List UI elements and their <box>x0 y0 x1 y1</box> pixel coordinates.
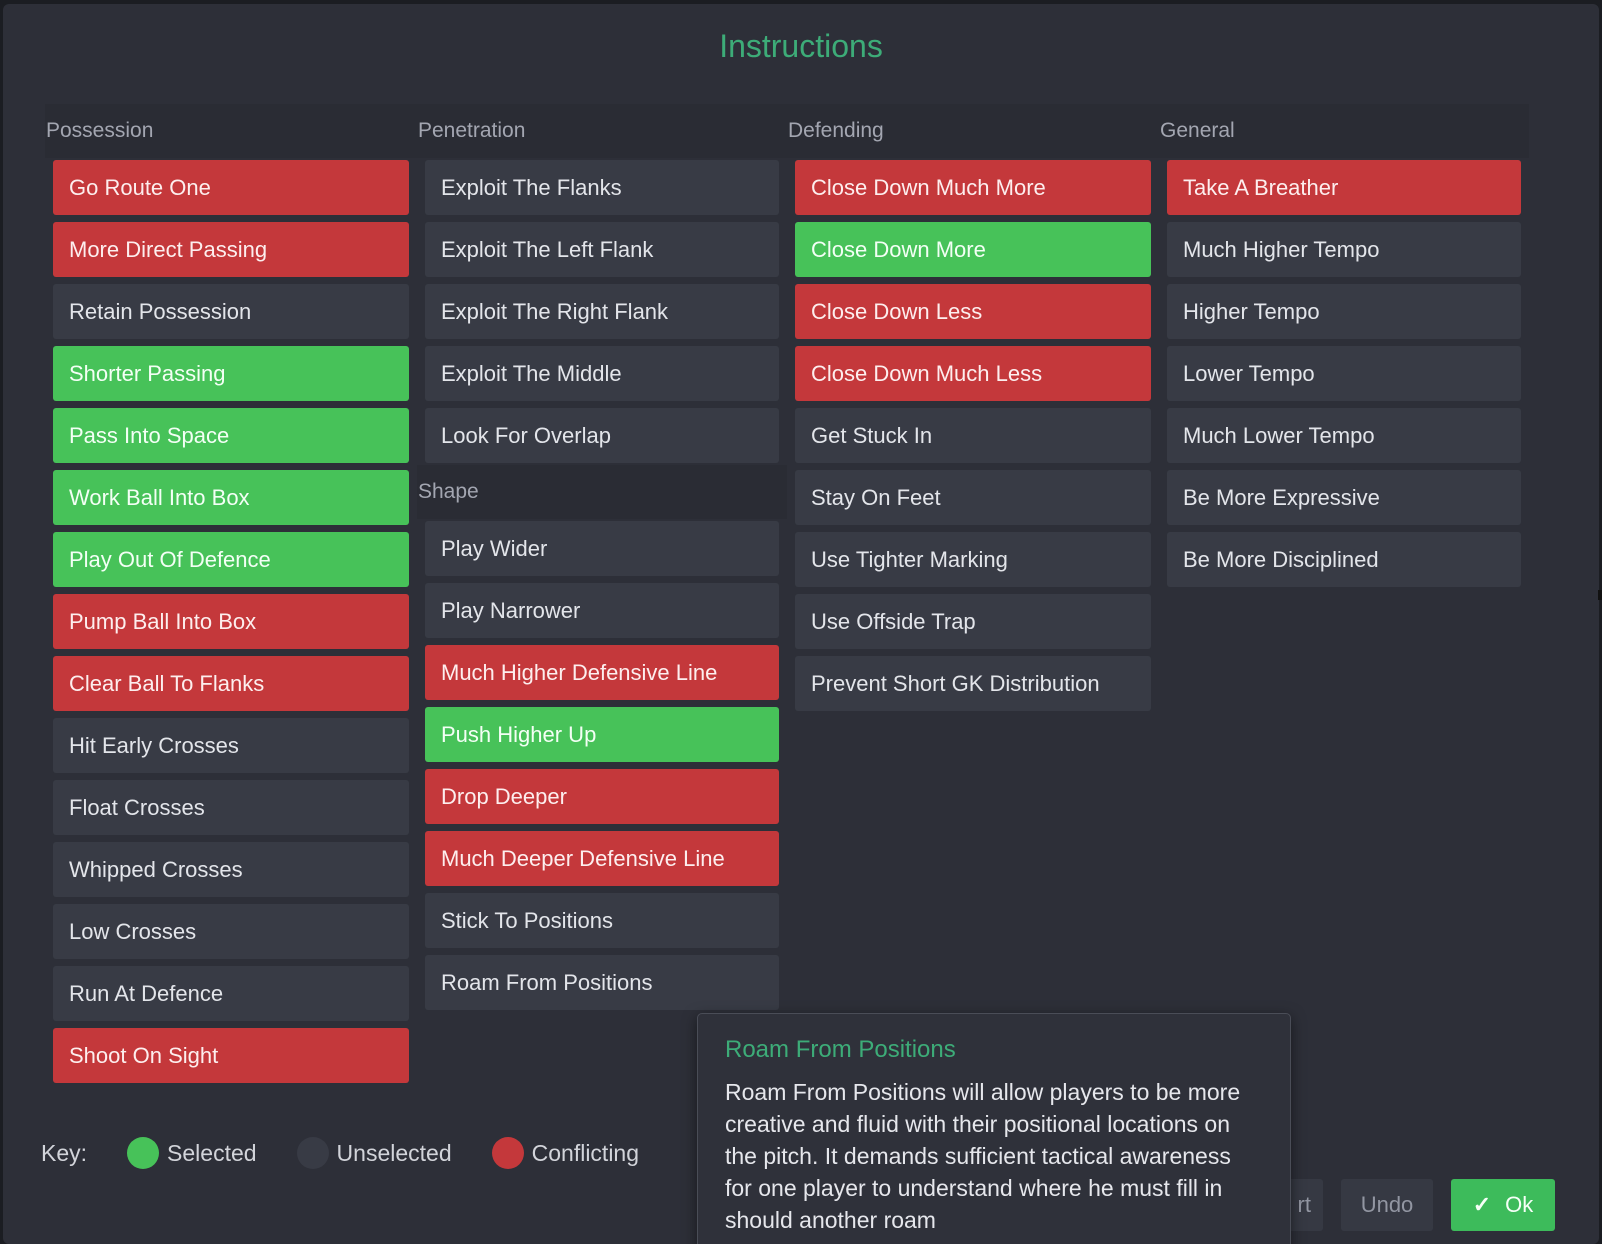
instruction-button-roam-from-positions[interactable]: Roam From Positions <box>425 955 779 1010</box>
instruction-button-look-for-overlap[interactable]: Look For Overlap <box>425 408 779 463</box>
window-edge <box>1598 590 1602 600</box>
shape-list: Play Wider Play Narrower Much Higher Defen… <box>421 521 783 1010</box>
instruction-button-get-stuck-in[interactable]: Get Stuck In <box>795 408 1151 463</box>
defending-column: Defending Close Down Much More Close Down… <box>787 104 1159 711</box>
instruction-button-exploit-the-middle[interactable]: Exploit The Middle <box>425 346 779 401</box>
legend-item-selected: Selected <box>127 1137 257 1169</box>
tooltip-body: Roam From Positions will allow players t… <box>725 1079 1241 1233</box>
instruction-button-close-down-much-more[interactable]: Close Down Much More <box>795 160 1151 215</box>
section-header-penetration: Penetration <box>417 104 787 158</box>
instruction-button-more-direct-passing[interactable]: More Direct Passing <box>53 222 409 277</box>
instruction-button-float-crosses[interactable]: Float Crosses <box>53 780 409 835</box>
instruction-button-play-narrower[interactable]: Play Narrower <box>425 583 779 638</box>
instruction-button-much-higher-tempo[interactable]: Much Higher Tempo <box>1167 222 1521 277</box>
instruction-button-close-down-much-less[interactable]: Close Down Much Less <box>795 346 1151 401</box>
legend-item-unselected: Unselected <box>296 1137 452 1169</box>
undo-button[interactable]: Undo <box>1341 1179 1433 1231</box>
instruction-button-shorter-passing[interactable]: Shorter Passing <box>53 346 409 401</box>
instruction-button-much-higher-defensive-line[interactable]: Much Higher Defensive Line <box>425 645 779 700</box>
instruction-button-whipped-crosses[interactable]: Whipped Crosses <box>53 842 409 897</box>
penetration-column: Penetration Exploit The Flanks Exploit Th… <box>417 104 787 1010</box>
instruction-button-use-tighter-marking[interactable]: Use Tighter Marking <box>795 532 1151 587</box>
tooltip: Roam From Positions Roam From Positions … <box>697 1013 1291 1244</box>
instruction-button-exploit-the-flanks[interactable]: Exploit The Flanks <box>425 160 779 215</box>
instruction-button-stay-on-feet[interactable]: Stay On Feet <box>795 470 1151 525</box>
instruction-button-higher-tempo[interactable]: Higher Tempo <box>1167 284 1521 339</box>
instruction-button-shoot-on-sight[interactable]: Shoot On Sight <box>53 1028 409 1083</box>
possession-column: Possession Go Route One More Direct Passi… <box>45 104 417 1083</box>
instruction-button-push-higher-up[interactable]: Push Higher Up <box>425 707 779 762</box>
section-header-shape: Shape <box>417 465 787 519</box>
instruction-button-drop-deeper[interactable]: Drop Deeper <box>425 769 779 824</box>
ok-button[interactable]: ✓ Ok <box>1451 1179 1555 1231</box>
tooltip-title: Roam From Positions <box>725 1036 956 1063</box>
instruction-button-prevent-short-gk-distribution[interactable]: Prevent Short GK Distribution <box>795 656 1151 711</box>
instruction-button-be-more-disciplined[interactable]: Be More Disciplined <box>1167 532 1521 587</box>
instruction-button-pump-ball-into-box[interactable]: Pump Ball Into Box <box>53 594 409 649</box>
section-header-defending: Defending <box>787 104 1159 158</box>
check-icon: ✓ <box>1472 1192 1492 1217</box>
instruction-button-stick-to-positions[interactable]: Stick To Positions <box>425 893 779 948</box>
legend: Key: Selected Unselected Conflicting <box>41 1136 679 1170</box>
legend-item-label: Unselected <box>336 1139 452 1166</box>
conflicting-dot-icon <box>491 1137 524 1169</box>
instruction-button-take-a-breather[interactable]: Take A Breather <box>1167 160 1521 215</box>
instruction-button-close-down-less[interactable]: Close Down Less <box>795 284 1151 339</box>
instruction-button-low-crosses[interactable]: Low Crosses <box>53 904 409 959</box>
legend-item-label: Conflicting <box>531 1139 640 1166</box>
instruction-button-go-route-one[interactable]: Go Route One <box>53 160 409 215</box>
instruction-button-much-lower-tempo[interactable]: Much Lower Tempo <box>1167 408 1521 463</box>
instruction-button-exploit-the-left-flank[interactable]: Exploit The Left Flank <box>425 222 779 277</box>
general-column: General Take A Breather Much Higher Tempo… <box>1159 104 1529 587</box>
section-header-possession: Possession <box>45 104 417 158</box>
dialog-title: Instructions <box>719 28 883 64</box>
legend-label: Key: <box>41 1139 88 1166</box>
defending-list: Close Down Much More Close Down More Close… <box>791 160 1155 711</box>
instruction-button-work-ball-into-box[interactable]: Work Ball Into Box <box>53 470 409 525</box>
selected-dot-icon <box>127 1137 160 1169</box>
instruction-button-clear-ball-to-flanks[interactable]: Clear Ball To Flanks <box>53 656 409 711</box>
legend-item-conflicting: Conflicting <box>491 1137 640 1169</box>
section-header-general: General <box>1159 104 1529 158</box>
instruction-button-hit-early-crosses[interactable]: Hit Early Crosses <box>53 718 409 773</box>
ok-button-label: Ok <box>1505 1192 1534 1217</box>
instruction-button-use-offside-trap[interactable]: Use Offside Trap <box>795 594 1151 649</box>
penetration-list: Exploit The Flanks Exploit The Left Flank… <box>421 160 783 463</box>
instruction-button-retain-possession[interactable]: Retain Possession <box>53 284 409 339</box>
instruction-button-be-more-expressive[interactable]: Be More Expressive <box>1167 470 1521 525</box>
legend-item-label: Selected <box>167 1139 257 1166</box>
instruction-button-much-deeper-defensive-line[interactable]: Much Deeper Defensive Line <box>425 831 779 886</box>
instructions-dialog: Instructions Possession Go Route One More… <box>3 4 1599 1244</box>
instruction-button-lower-tempo[interactable]: Lower Tempo <box>1167 346 1521 401</box>
instruction-button-pass-into-space[interactable]: Pass Into Space <box>53 408 409 463</box>
instruction-button-play-wider[interactable]: Play Wider <box>425 521 779 576</box>
possession-list: Go Route One More Direct Passing Retain Po… <box>49 160 413 1083</box>
unselected-dot-icon <box>296 1137 329 1169</box>
instruction-button-run-at-defence[interactable]: Run At Defence <box>53 966 409 1021</box>
general-list: Take A Breather Much Higher Tempo Higher T… <box>1163 160 1525 587</box>
instruction-button-play-out-of-defence[interactable]: Play Out Of Defence <box>53 532 409 587</box>
instruction-button-exploit-the-right-flank[interactable]: Exploit The Right Flank <box>425 284 779 339</box>
instruction-button-close-down-more[interactable]: Close Down More <box>795 222 1151 277</box>
